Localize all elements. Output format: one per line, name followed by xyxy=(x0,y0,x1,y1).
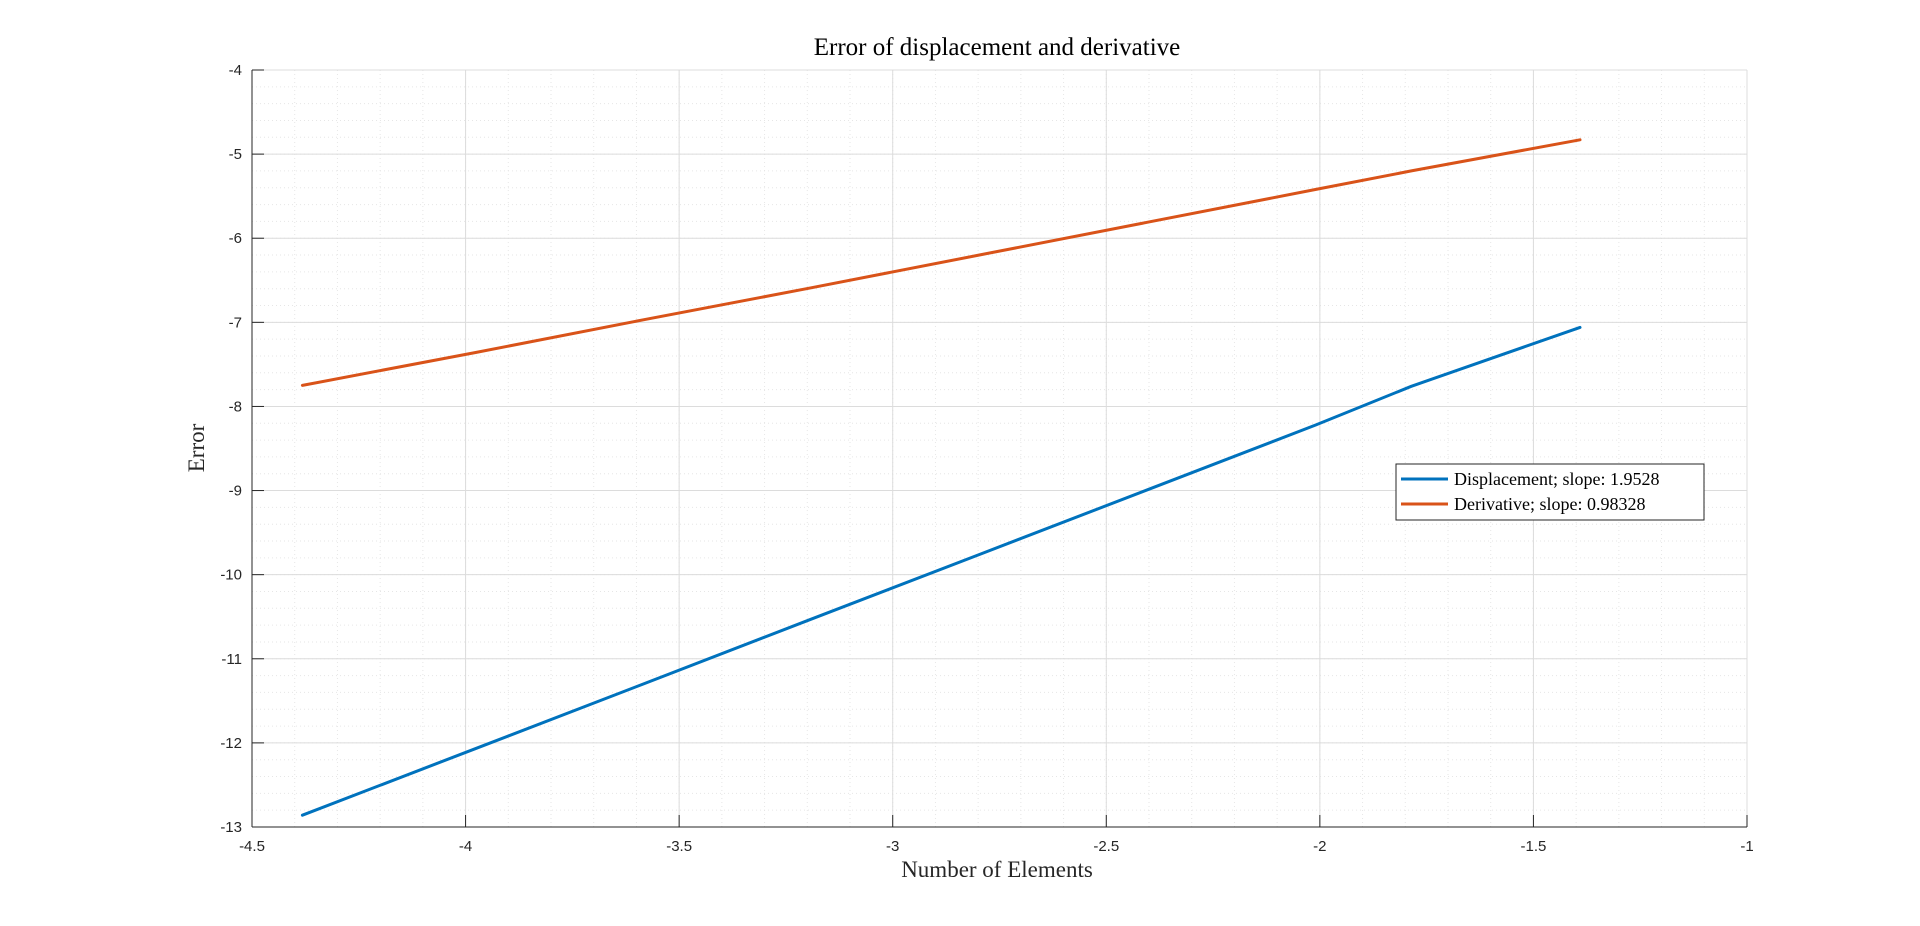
axes-layer xyxy=(251,69,1748,828)
major-grid xyxy=(251,69,1748,828)
minor-grid xyxy=(251,69,1748,828)
y-tick-label: -8 xyxy=(229,398,242,415)
y-tick-label: -12 xyxy=(220,735,242,752)
tick-labels: -4.5 -4 -3.5 -3 -2.5 -2 -1.5 -1 -13 -12 -11 -10 -9 -8… xyxy=(220,62,1753,855)
y-tick-label: -4 xyxy=(229,62,242,79)
y-tick-label: -9 xyxy=(229,483,242,500)
legend-box xyxy=(1395,463,1705,521)
x-tick-label: -3 xyxy=(886,838,899,855)
chart-title: Error of displacement and derivative xyxy=(814,34,1181,61)
x-tick-label: -4.5 xyxy=(239,838,265,855)
x-axis-label: Number of Elements xyxy=(901,857,1093,882)
series-layer xyxy=(300,138,1582,817)
x-tick-label: -2 xyxy=(1313,838,1326,855)
legend-label-derivative: Derivative; slope: 0.98328 xyxy=(1454,494,1645,514)
x-tick-label: -3.5 xyxy=(666,838,692,855)
x-tick-label: -2.5 xyxy=(1093,838,1119,855)
y-axis-label: Error xyxy=(184,423,209,472)
legend-label-displacement: Displacement; slope: 1.9528 xyxy=(1454,469,1659,489)
x-tick-label: -1 xyxy=(1740,838,1753,855)
y-tick-label: -13 xyxy=(220,819,242,836)
series-line-derivative xyxy=(300,138,1582,387)
y-tick-label: -5 xyxy=(229,146,242,163)
y-tick-label: -7 xyxy=(229,314,242,331)
y-tick-label: -11 xyxy=(221,651,242,668)
x-tick-label: -4 xyxy=(459,838,472,855)
y-tick-label: -6 xyxy=(229,230,242,247)
y-tick-label: -10 xyxy=(220,567,242,584)
series-line-displacement xyxy=(300,325,1582,817)
legend: Displacement; slope: 1.9528 Derivative; s… xyxy=(1395,463,1705,521)
x-tick-label: -1.5 xyxy=(1520,838,1546,855)
